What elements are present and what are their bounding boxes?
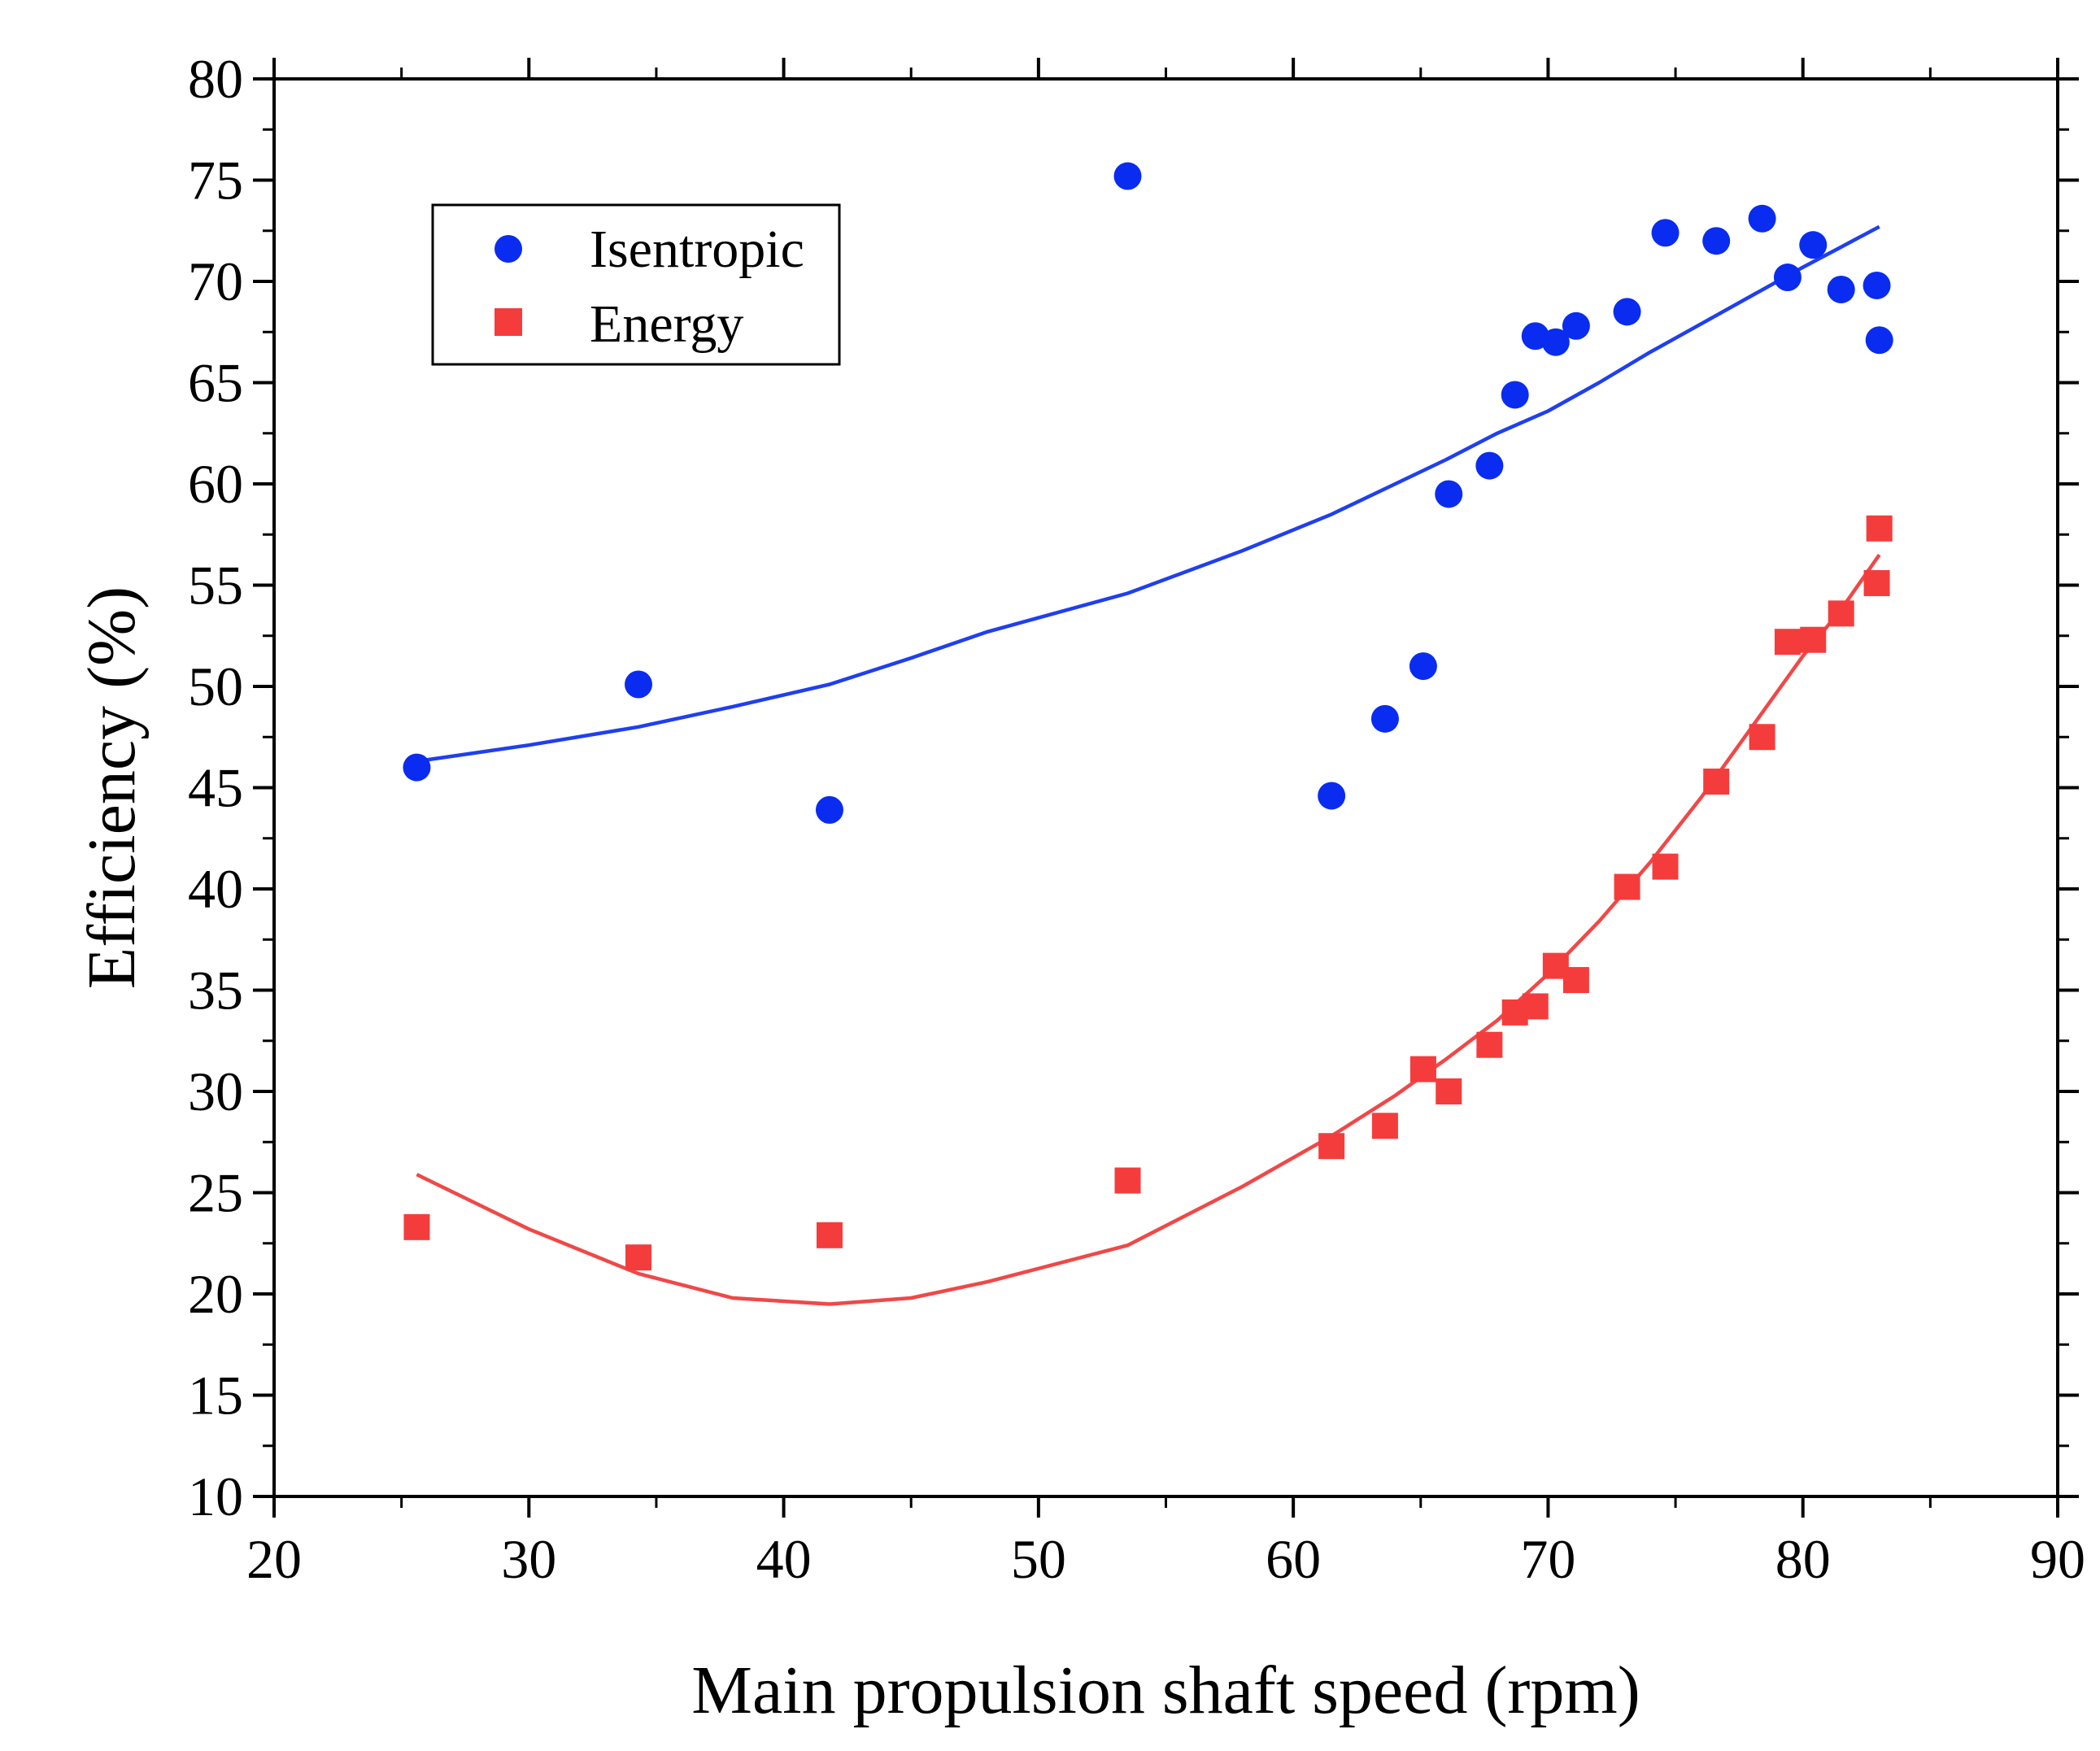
x-tick-label: 90 — [2030, 1528, 2085, 1590]
isentropic-point — [1501, 381, 1529, 409]
energy-point — [1522, 993, 1549, 1020]
energy-point — [1436, 1078, 1462, 1104]
y-tick-label: 15 — [188, 1365, 243, 1426]
y-tick-label: 40 — [188, 858, 243, 920]
legend-marker-isentropic — [495, 235, 522, 263]
fit-lines — [416, 224, 1881, 1306]
legend-marker-energy — [495, 308, 522, 336]
energy-point — [625, 1244, 651, 1271]
legend-box — [431, 203, 841, 366]
y-tick-label: 25 — [188, 1162, 243, 1224]
legend-label-isentropic: Isentropic — [590, 220, 804, 279]
y-tick-label: 35 — [188, 960, 243, 1021]
x-tick-label: 20 — [246, 1528, 302, 1590]
legend: Isentropic Energy — [431, 203, 841, 366]
isentropic-point — [1651, 219, 1680, 247]
x-tick-label: 70 — [1520, 1528, 1575, 1590]
energy-point — [1409, 1056, 1436, 1082]
energy-point — [1774, 629, 1801, 656]
energy-point — [1866, 515, 1893, 542]
x-tick-label: 60 — [1266, 1528, 1321, 1590]
y-tick-label: 60 — [188, 453, 243, 515]
x-tick-label: 40 — [756, 1528, 812, 1590]
isentropic-point — [1370, 704, 1399, 733]
energy-fit-line — [416, 553, 1881, 1306]
isentropic-point — [1773, 264, 1802, 292]
energy-point — [1828, 600, 1854, 627]
isentropic-point — [403, 753, 431, 782]
x-tick-label: 50 — [1011, 1528, 1066, 1590]
energy-point — [1652, 853, 1679, 880]
isentropic-point — [624, 670, 652, 699]
isentropic-point — [1702, 227, 1731, 255]
y-tick-label: 45 — [188, 757, 243, 819]
isentropic-point — [1827, 275, 1855, 303]
isentropic-fit-line — [416, 224, 1880, 764]
isentropic-point — [1475, 451, 1504, 480]
energy-point — [403, 1213, 430, 1240]
y-axis-title: Efficiency (%) — [74, 586, 150, 989]
isentropic-point — [1541, 328, 1570, 356]
energy-point — [1703, 769, 1730, 795]
data-points — [403, 162, 1893, 1271]
x-tick-label: 30 — [501, 1528, 556, 1590]
y-tick-label: 50 — [188, 656, 243, 717]
x-axis-title: Main propulsion shaft speed (rpm) — [691, 1653, 1640, 1728]
isentropic-point — [1409, 652, 1437, 681]
energy-point — [1371, 1113, 1398, 1139]
energy-point — [1749, 724, 1775, 751]
y-tick-label: 30 — [188, 1061, 243, 1122]
y-tick-label: 55 — [188, 555, 243, 616]
energy-point — [1318, 1133, 1345, 1160]
legend-label-energy: Energy — [590, 294, 743, 354]
y-tick-label: 80 — [188, 48, 243, 110]
isentropic-point — [1613, 298, 1641, 326]
isentropic-point — [1562, 311, 1590, 340]
axis-ticks: 20 30 40 50 60 70 80 90 10 15 20 25 30 35 40 45 50 55 60 65… — [188, 48, 2085, 1590]
energy-point — [1800, 626, 1827, 653]
energy-point — [1614, 873, 1640, 900]
y-tick-label: 70 — [188, 250, 243, 312]
isentropic-point — [1318, 782, 1346, 810]
energy-point — [816, 1222, 843, 1248]
energy-point — [1114, 1167, 1141, 1194]
isentropic-point — [1863, 271, 1891, 299]
isentropic-point — [815, 795, 843, 824]
energy-point — [1863, 570, 1890, 597]
isentropic-point — [1865, 326, 1893, 355]
energy-point — [1476, 1031, 1503, 1058]
isentropic-point — [1113, 162, 1142, 190]
x-tick-label: 80 — [1775, 1528, 1831, 1590]
plot-area-frame — [272, 77, 2059, 1498]
isentropic-point — [1748, 204, 1776, 233]
y-tick-label: 65 — [188, 352, 243, 414]
isentropic-point — [1799, 231, 1828, 259]
y-tick-label: 20 — [188, 1263, 243, 1325]
y-tick-label: 75 — [188, 150, 243, 211]
y-tick-label: 10 — [188, 1466, 243, 1527]
energy-point — [1562, 967, 1589, 994]
isentropic-point — [1435, 480, 1463, 508]
